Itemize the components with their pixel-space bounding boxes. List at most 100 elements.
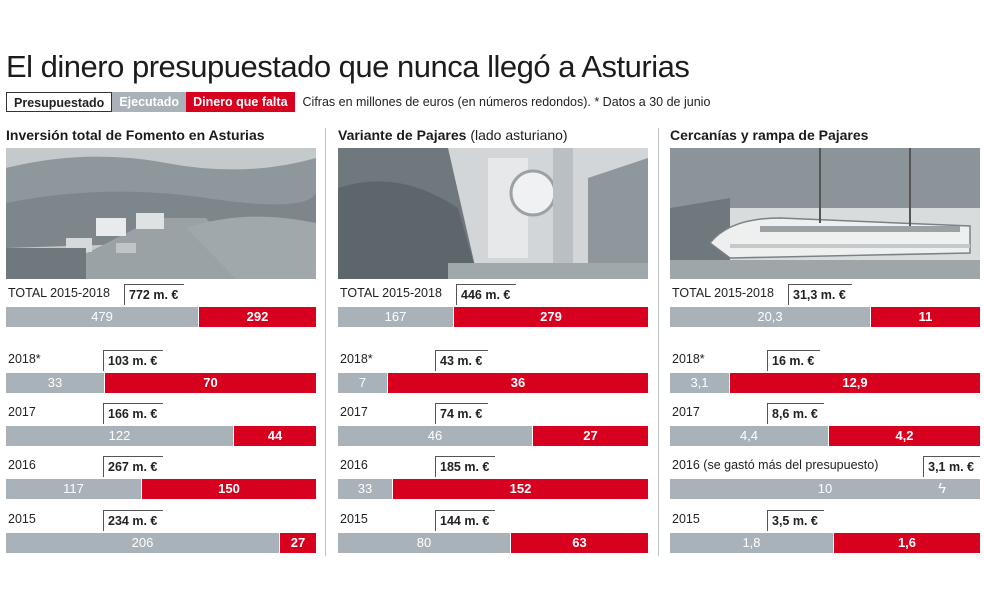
budget-value: 144 m. €: [435, 510, 496, 531]
row-label: 2017: [672, 405, 700, 419]
budget-value: 103 m. €: [103, 350, 164, 371]
bar-ejecutado: 1,8: [670, 533, 833, 553]
stacked-bar: 20,3 11: [670, 307, 980, 327]
row-label: 2017: [340, 405, 368, 419]
budget-value: 234 m. €: [103, 510, 164, 531]
total-row: TOTAL 2015-2018 31,3 m. €20,3 11: [670, 284, 980, 332]
bar-ejecutado: 20,3: [670, 307, 870, 327]
bar-dinero-que-falta: 27: [280, 533, 316, 553]
column-divider: [658, 128, 659, 556]
year-row: 2018* 43 m. €7 36: [338, 350, 648, 398]
row-label: 2018*: [8, 352, 41, 366]
row-label: TOTAL 2015-2018: [8, 286, 110, 300]
row-label: 2015: [340, 512, 368, 526]
train-photo: [670, 148, 980, 279]
bar-ejecutado: 46: [338, 426, 532, 446]
panel-title-text: Cercanías y rampa de Pajares: [670, 127, 869, 143]
panel-subtitle: (lado asturiano): [470, 127, 568, 143]
bar-ejecutado: 7: [338, 373, 387, 393]
legend: Presupuestado Ejecutado Dinero que falta…: [6, 92, 710, 112]
budget-value: 772 m. €: [124, 284, 185, 305]
bar-dinero-que-falta: 44: [234, 426, 316, 446]
bar-ejecutado: 3,1: [670, 373, 729, 393]
row-label: 2017: [8, 405, 36, 419]
bar-ejecutado: 33: [6, 373, 104, 393]
year-row: 2015 234 m. €206 27: [6, 510, 316, 558]
budget-value: 185 m. €: [435, 456, 496, 477]
budget-value: 43 m. €: [435, 350, 489, 371]
stacked-bar: 206 27: [6, 533, 316, 553]
bar-ejecutado: 4,4: [670, 426, 828, 446]
stacked-bar: 33 70: [6, 373, 316, 393]
bar-dinero-que-falta: 63: [511, 533, 648, 553]
panel-variante-pajares: Variante de Pajares (lado asturiano) TOT…: [338, 127, 650, 557]
lightning-icon: ϟ: [938, 480, 946, 497]
row-label: TOTAL 2015-2018: [340, 286, 442, 300]
bar-dinero-que-falta: 11: [871, 307, 980, 327]
row-label: 2018*: [672, 352, 705, 366]
stacked-bar: 479 292: [6, 307, 316, 327]
bar-ejecutado: 479: [6, 307, 198, 327]
bar-dinero-que-falta: 12,9: [730, 373, 980, 393]
panel-fomento: Inversión total de Fomento en Asturias T…: [6, 127, 318, 557]
bar-ejecutado: 33: [338, 479, 392, 499]
year-row: 2016 (se gastó más del presupuesto) 3,1 m…: [670, 456, 980, 504]
row-label: 2015: [672, 512, 700, 526]
total-row: TOTAL 2015-2018 772 m. €479 292: [6, 284, 316, 332]
budget-value: 31,3 m. €: [788, 284, 852, 305]
year-row: 2017 166 m. €122 44: [6, 403, 316, 451]
page-title: El dinero presupuestado que nunca llegó …: [6, 49, 690, 84]
bar-ejecutado: 206: [6, 533, 279, 553]
year-row: 2017 74 m. €46 27: [338, 403, 648, 451]
stacked-bar: 4,4 4,2: [670, 426, 980, 446]
construction-photo: [338, 148, 648, 279]
stacked-bar: 3,1 12,9: [670, 373, 980, 393]
year-row: 2015 3,5 m. €1,8 1,6: [670, 510, 980, 558]
panel-title-text: Inversión total de Fomento en Asturias: [6, 127, 265, 143]
legend-dinero-que-falta: Dinero que falta: [186, 92, 295, 112]
bar-ejecutado: 10: [670, 479, 980, 499]
budget-value: 74 m. €: [435, 403, 489, 424]
budget-value: 3,5 m. €: [767, 510, 824, 531]
panel-title: Variante de Pajares (lado asturiano): [338, 127, 568, 143]
year-row: 2016 267 m. €117 150: [6, 456, 316, 504]
row-label: 2015: [8, 512, 36, 526]
stacked-bar: 80 63: [338, 533, 648, 553]
row-label: 2016 (se gastó más del presupuesto): [672, 458, 879, 472]
stacked-bar: 46 27: [338, 426, 648, 446]
legend-ejecutado: Ejecutado: [112, 92, 187, 112]
stacked-bar: 10 ϟ: [670, 479, 980, 499]
row-label: 2016: [340, 458, 368, 472]
panel-title: Cercanías y rampa de Pajares: [670, 127, 868, 143]
row-label: TOTAL 2015-2018: [672, 286, 774, 300]
year-row: 2018* 16 m. €3,1 12,9: [670, 350, 980, 398]
budget-value: 267 m. €: [103, 456, 164, 477]
budget-value: 8,6 m. €: [767, 403, 824, 424]
bar-dinero-que-falta: 279: [454, 307, 648, 327]
year-row: 2017 8,6 m. €4,4 4,2: [670, 403, 980, 451]
bar-dinero-que-falta: 1,6: [834, 533, 980, 553]
bar-dinero-que-falta: 4,2: [829, 426, 980, 446]
bar-dinero-que-falta: 36: [388, 373, 648, 393]
bar-dinero-que-falta: 152: [393, 479, 648, 499]
legend-presupuestado: Presupuestado: [6, 92, 113, 112]
bar-ejecutado: 122: [6, 426, 233, 446]
budget-value: 3,1 m. €: [923, 456, 980, 477]
highway-photo: [6, 148, 316, 279]
row-label: 2018*: [340, 352, 373, 366]
bar-ejecutado: 117: [6, 479, 141, 499]
bar-dinero-que-falta: 70: [105, 373, 316, 393]
budget-value: 16 m. €: [767, 350, 821, 371]
bar-ejecutado: 167: [338, 307, 453, 327]
stacked-bar: 33 152: [338, 479, 648, 499]
budget-value: 166 m. €: [103, 403, 164, 424]
panel-cercanias-rampa: Cercanías y rampa de Pajares TOTAL 2015-…: [670, 127, 982, 557]
legend-note: Cifras en millones de euros (en números …: [302, 95, 711, 109]
column-divider: [325, 128, 326, 556]
total-row: TOTAL 2015-2018 446 m. €167 279: [338, 284, 648, 332]
stacked-bar: 122 44: [6, 426, 316, 446]
stacked-bar: 117 150: [6, 479, 316, 499]
bar-dinero-que-falta: 150: [142, 479, 316, 499]
stacked-bar: 167 279: [338, 307, 648, 327]
stacked-bar: 7 36: [338, 373, 648, 393]
